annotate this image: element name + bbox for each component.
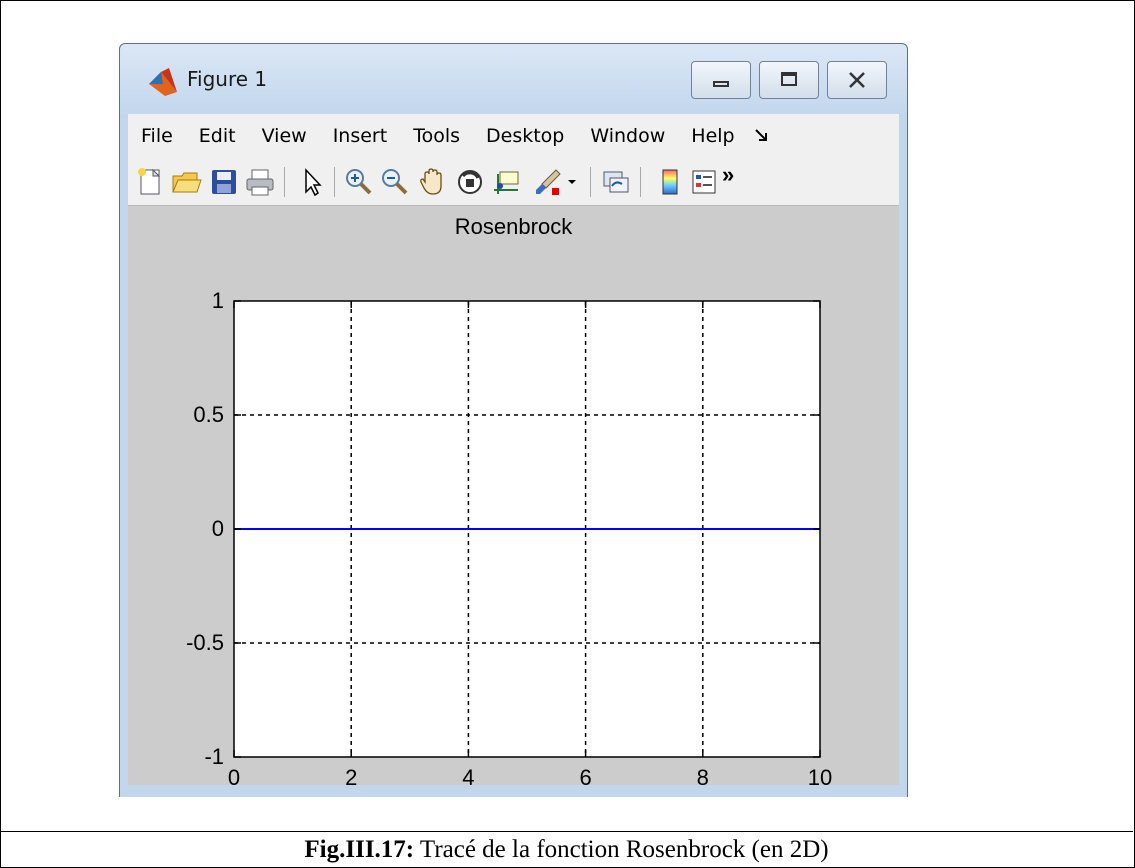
y-tick-label: 0 [212, 516, 224, 541]
window-bottom-border [120, 785, 907, 797]
colorbar-icon[interactable] [654, 166, 686, 198]
figure-toolbar: » [128, 158, 899, 206]
zoom-in-icon[interactable] [342, 166, 374, 198]
maximize-icon [781, 72, 797, 86]
caption-divider [0, 831, 1133, 832]
window-title: Figure 1 [187, 67, 268, 91]
x-tick-label: 0 [228, 765, 240, 785]
y-tick-label: -0.5 [186, 630, 224, 655]
caption-label: Fig.III.17: [304, 836, 415, 863]
minimize-icon [713, 81, 729, 87]
print-icon[interactable] [244, 166, 276, 198]
open-file-icon[interactable] [170, 166, 202, 198]
rotate-3d-icon[interactable] [454, 166, 486, 198]
pan-icon[interactable] [416, 166, 448, 198]
minimize-button[interactable] [691, 61, 751, 99]
menu-insert[interactable]: Insert [332, 125, 388, 147]
close-icon [849, 72, 865, 88]
menu-edit[interactable]: Edit [198, 125, 236, 147]
close-button[interactable] [827, 61, 887, 99]
toolbar-separator [590, 167, 591, 197]
x-tick-label: 10 [808, 765, 832, 785]
title-bar[interactable]: Figure 1 [120, 44, 907, 114]
matlab-logo-icon [149, 68, 177, 96]
new-figure-icon[interactable] [134, 166, 166, 198]
toolbar-separator [640, 167, 641, 197]
caption-text: Tracé de la fonction Rosenbrock (en 2D) [414, 836, 829, 863]
zoom-out-icon[interactable] [378, 166, 410, 198]
edit-plot-icon[interactable] [296, 166, 328, 198]
maximize-button[interactable] [759, 61, 819, 99]
y-tick-label: 1 [212, 288, 224, 313]
legend-icon[interactable] [688, 166, 720, 198]
x-tick-label: 8 [697, 765, 709, 785]
chart-title: Rosenbrock [454, 214, 573, 239]
toolbar-separator [334, 167, 335, 197]
figure-window: Figure 1 File Edit View Insert Tools Desktop W… [119, 43, 908, 797]
data-cursor-icon[interactable] [492, 166, 524, 198]
menu-desktop[interactable]: Desktop [486, 125, 565, 147]
figure-caption: Fig.III.17: Tracé de la fonction Rosenbr… [0, 836, 1133, 864]
more-tools-icon[interactable]: » [722, 162, 735, 187]
menu-window[interactable]: Window [590, 125, 666, 147]
menu-bar: File Edit View Insert Tools Desktop Window Help [128, 114, 899, 158]
toolbar-separator [284, 167, 285, 197]
menu-tools[interactable]: Tools [413, 125, 460, 147]
brush-dropdown-icon[interactable] [560, 166, 580, 198]
save-icon[interactable] [208, 166, 240, 198]
y-tick-label: -1 [204, 744, 224, 769]
x-tick-label: 2 [345, 765, 357, 785]
x-tick-label: 4 [462, 765, 474, 785]
y-tick-label: 0.5 [193, 402, 224, 427]
menu-view[interactable]: View [261, 125, 307, 147]
brush-icon[interactable] [532, 166, 564, 198]
menu-file[interactable]: File [141, 125, 173, 147]
dock-arrow-icon[interactable] [754, 128, 768, 145]
menu-help[interactable]: Help [691, 125, 735, 147]
link-plot-icon[interactable] [600, 166, 632, 198]
x-tick-label: 6 [579, 765, 591, 785]
